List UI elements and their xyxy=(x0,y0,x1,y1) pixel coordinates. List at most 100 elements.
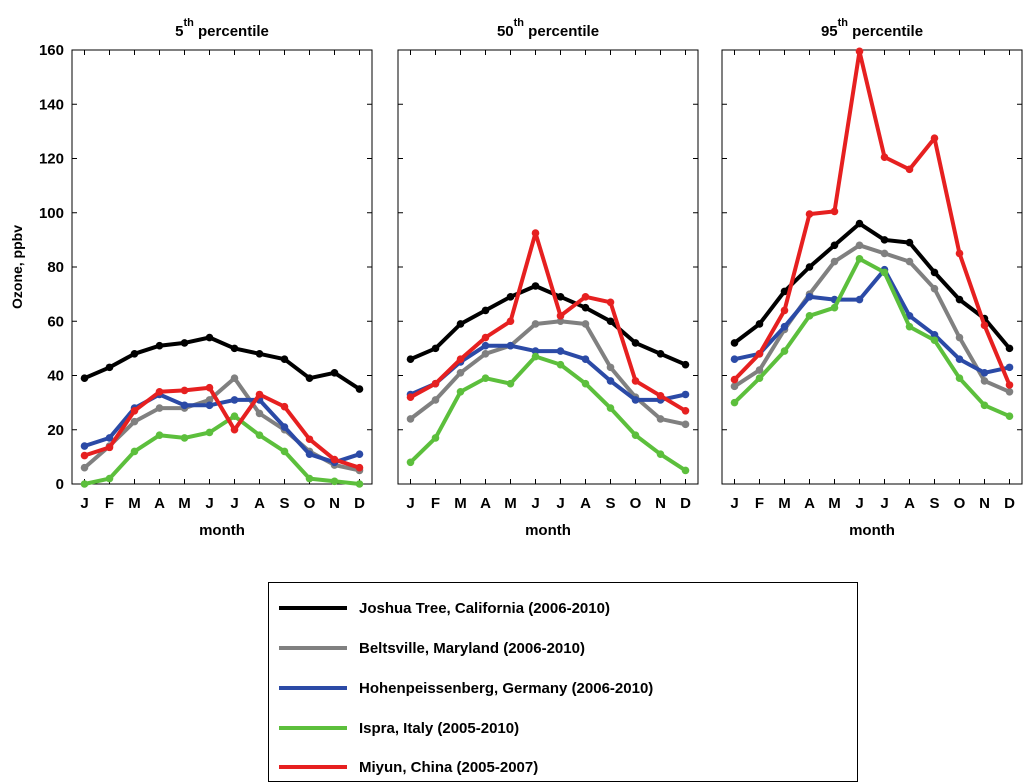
panel-title-text: percentile xyxy=(524,23,599,40)
data-point xyxy=(155,387,164,396)
data-point xyxy=(730,339,739,347)
data-point xyxy=(180,401,189,410)
data-point xyxy=(681,390,690,399)
data-point xyxy=(456,320,465,328)
x-tick-label: D xyxy=(680,495,691,512)
x-tick-label: N xyxy=(329,495,340,512)
data-point xyxy=(656,450,665,458)
data-point xyxy=(830,207,839,216)
data-point xyxy=(431,344,440,353)
data-point xyxy=(105,434,114,442)
data-point xyxy=(255,350,264,358)
panel-title-superscript: th xyxy=(183,17,194,29)
data-point xyxy=(1005,387,1014,396)
data-point xyxy=(506,379,515,388)
panel-title: 5th percentile xyxy=(175,17,269,40)
data-point xyxy=(730,382,739,391)
data-point xyxy=(180,386,189,395)
data-point xyxy=(1005,381,1014,389)
data-point xyxy=(631,396,640,404)
legend-swatch-joshua-tree xyxy=(279,606,347,610)
legend-item-hohenpeissenberg: Hohenpeissenberg, Germany (2006-2010) xyxy=(279,676,653,700)
data-point xyxy=(230,412,239,420)
x-axis-label: month xyxy=(199,522,245,539)
series-line-1 xyxy=(408,284,688,367)
series-group xyxy=(730,47,1014,420)
legend-swatch-beltsville xyxy=(279,646,347,650)
data-point xyxy=(330,368,339,377)
data-point xyxy=(205,333,214,342)
data-point xyxy=(531,320,540,328)
data-point xyxy=(531,282,540,290)
data-point xyxy=(80,442,89,450)
data-point xyxy=(980,401,989,410)
series-line-5 xyxy=(82,385,362,470)
data-point xyxy=(681,360,690,369)
x-tick-label: J xyxy=(531,495,539,512)
x-tick-label: A xyxy=(154,495,165,512)
y-tick-label: 140 xyxy=(39,96,64,113)
panel-title-text: percentile xyxy=(848,23,923,40)
data-point xyxy=(656,392,665,400)
x-tick-label: F xyxy=(431,495,440,512)
x-tick-label: A xyxy=(480,495,491,512)
data-point xyxy=(180,434,189,442)
x-tick-label: N xyxy=(655,495,666,512)
x-tick-label: S xyxy=(279,495,289,512)
x-tick-label: M xyxy=(778,495,791,512)
data-point xyxy=(780,347,789,355)
data-point xyxy=(130,417,139,426)
data-point xyxy=(730,375,739,384)
data-point xyxy=(581,293,590,301)
data-point xyxy=(456,387,465,396)
data-point xyxy=(556,317,565,326)
y-tick-label: 0 xyxy=(56,476,64,493)
data-point xyxy=(980,368,989,377)
data-point xyxy=(855,47,864,56)
data-point xyxy=(830,257,839,266)
data-point xyxy=(955,295,964,304)
series-line-4 xyxy=(82,414,362,486)
legend-item-miyun: Miyun, China (2005-2007) xyxy=(279,755,538,779)
data-point xyxy=(780,306,789,315)
data-point xyxy=(155,341,164,350)
panel-title-number: 5 xyxy=(175,23,183,40)
data-point xyxy=(355,385,364,393)
y-tick-label: 40 xyxy=(47,368,64,385)
data-point xyxy=(830,241,839,250)
data-point xyxy=(631,377,640,385)
data-point xyxy=(606,317,615,326)
data-point xyxy=(905,312,914,320)
x-tick-label: S xyxy=(605,495,615,512)
series-line-1 xyxy=(82,335,362,392)
data-point xyxy=(780,287,789,296)
panel-title-text: percentile xyxy=(194,23,269,40)
data-point xyxy=(1005,344,1014,353)
plot-frame xyxy=(397,49,699,485)
data-point xyxy=(855,241,864,250)
legend-label-beltsville: Beltsville, Maryland (2006-2010) xyxy=(359,639,585,657)
data-point xyxy=(80,480,89,488)
series-group xyxy=(406,229,690,475)
data-point xyxy=(556,360,565,369)
x-axis-label: month xyxy=(849,522,895,539)
panel-title-number: 50 xyxy=(497,23,514,40)
y-tick-label: 120 xyxy=(39,151,64,168)
data-point xyxy=(130,447,139,456)
data-point xyxy=(880,249,889,258)
series-line-1 xyxy=(732,221,1012,351)
data-point xyxy=(681,406,690,415)
data-point xyxy=(155,431,164,439)
x-tick-label: F xyxy=(105,495,114,512)
x-axis-label: month xyxy=(525,522,571,539)
data-point xyxy=(905,257,914,266)
data-point xyxy=(406,393,415,402)
panel-title-number: 95 xyxy=(821,23,838,40)
data-point xyxy=(556,347,565,355)
x-tick-label: O xyxy=(304,495,316,512)
y-tick-label: 60 xyxy=(47,313,64,330)
data-point xyxy=(406,355,415,364)
panel-title: 50th percentile xyxy=(497,17,599,40)
